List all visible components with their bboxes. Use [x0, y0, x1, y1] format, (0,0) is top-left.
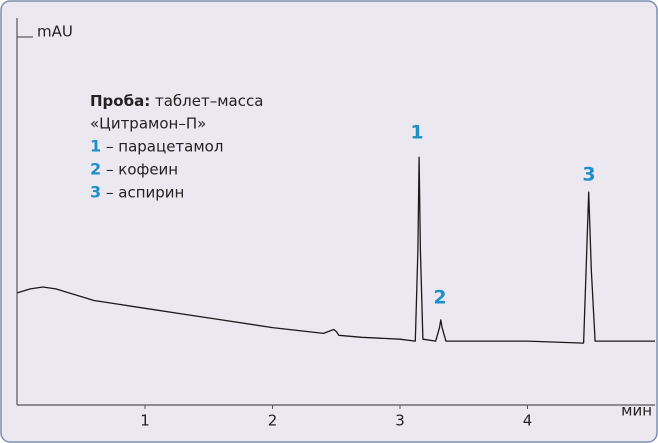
- x-tick-label: 3: [395, 412, 405, 430]
- legend-text: – парацетамол: [106, 138, 223, 156]
- x-axis-label: мин: [621, 402, 652, 420]
- peak-label: 1: [410, 122, 423, 144]
- legend-number: 1: [90, 137, 101, 156]
- x-tick-label: 2: [268, 412, 278, 430]
- peak-label: 3: [582, 164, 595, 186]
- sample-label: Проба:: [90, 92, 150, 110]
- sample-text: «Цитрамон–П»: [90, 115, 206, 133]
- peak-label: 2: [433, 287, 446, 309]
- sample-text: таблет–масса: [155, 92, 263, 110]
- legend-number: 2: [90, 160, 101, 179]
- legend-number: 3: [90, 183, 101, 202]
- y-axis-label: mAU: [37, 23, 73, 41]
- legend-text: – кофеин: [106, 161, 178, 179]
- legend-text: – аспирин: [106, 184, 184, 202]
- x-tick-label: 4: [523, 412, 533, 430]
- chromatogram-line: [17, 156, 655, 344]
- sample-line: Проба: таблет–масса: [90, 92, 263, 110]
- x-tick-label: 1: [140, 412, 150, 430]
